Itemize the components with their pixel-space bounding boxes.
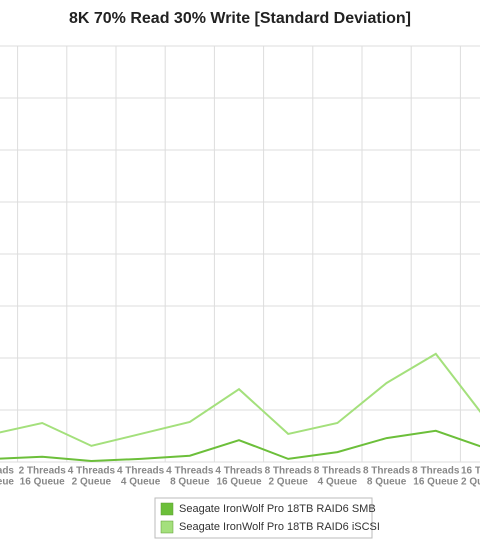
x-tick-label: 2 Qu	[461, 477, 480, 488]
x-tick-label: 4 Queue	[121, 477, 161, 488]
legend-swatch	[160, 520, 174, 534]
legend-swatch	[160, 502, 174, 516]
x-tick-label: 8 Threads	[265, 466, 313, 477]
chart-title: 8K 70% Read 30% Write [Standard Deviatio…	[69, 10, 411, 27]
legend-label: Seagate IronWolf Pro 18TB RAID6 iSCSI	[179, 521, 380, 533]
legend-box	[154, 497, 373, 539]
x-tick-label: 8 Queue	[367, 477, 407, 488]
x-tick-label: 4 Threads	[166, 466, 214, 477]
x-tick-label: 8 Threads	[314, 466, 362, 477]
x-tick-label: 8 Threads	[412, 466, 460, 477]
x-tick-label: 8 Queue	[170, 477, 210, 488]
x-tick-label: 4 Threads	[215, 466, 263, 477]
x-tick-label: 4 Threads	[117, 466, 165, 477]
series-line	[0, 429, 480, 462]
x-tick-label: 16 Queue	[216, 477, 261, 488]
x-tick-label: ueue	[0, 477, 14, 488]
x-tick-label: 16 Th	[461, 466, 480, 477]
x-tick-label: 2 Queue	[268, 477, 308, 488]
x-tick-label: 2 Queue	[72, 477, 112, 488]
x-tick-label: 8 Threads	[363, 466, 411, 477]
x-tick-label: 4 Queue	[318, 477, 358, 488]
legend-label: Seagate IronWolf Pro 18TB RAID6 SMB	[179, 503, 376, 515]
x-tick-label: 16 Queue	[413, 477, 458, 488]
x-tick-label: 4 Threads	[68, 466, 116, 477]
x-tick-label: hreads	[0, 466, 14, 477]
x-tick-label: 16 Queue	[20, 477, 65, 488]
series-line	[0, 352, 480, 447]
x-tick-label: 2 Threads	[19, 466, 67, 477]
